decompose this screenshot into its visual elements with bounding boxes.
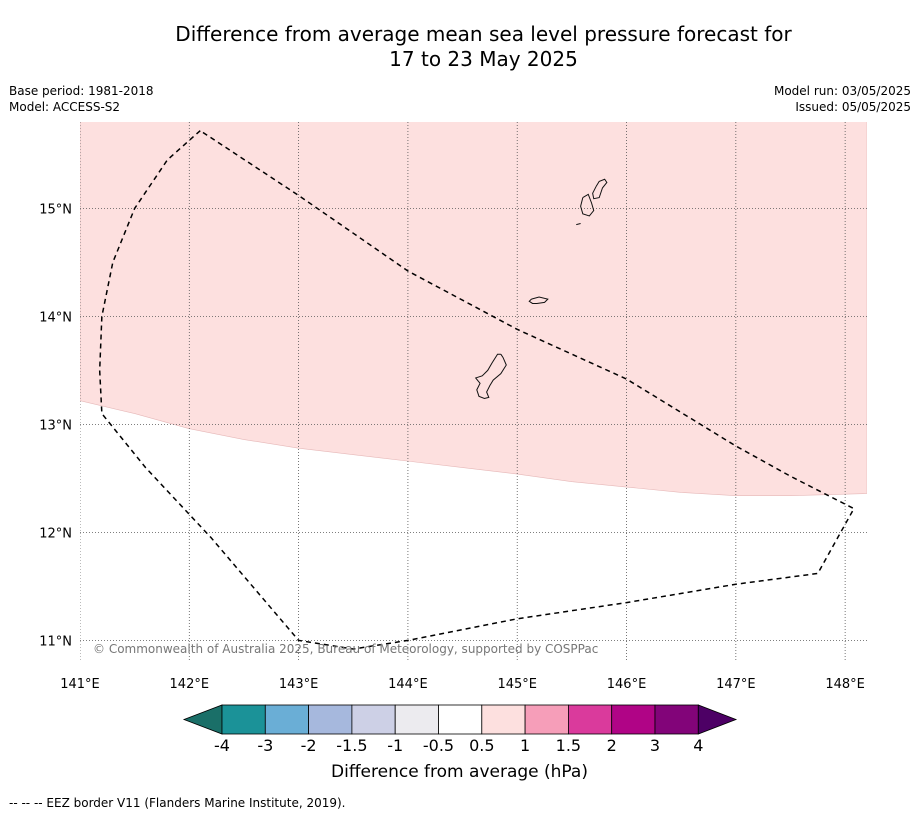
- colorbar-swatch: [654, 704, 699, 735]
- map-axes: 141°E 142°E 143°E 144°E 145°E 146°E 147°E 148°E…: [39, 202, 865, 692]
- island-coastline: [528, 296, 549, 304]
- lat-tick-label: 14°N: [39, 310, 72, 325]
- colorbar-tick: -0.5: [422, 736, 455, 755]
- model-name: Model: ACCESS-S2: [9, 100, 121, 114]
- colorbar-tick: -1.5: [336, 736, 368, 755]
- colorbar-tick: 0.5: [469, 736, 495, 755]
- meta-right: Model run: 03/05/2025 Issued: 05/05/2025: [774, 83, 911, 115]
- issued-date: Issued: 05/05/2025: [795, 100, 911, 114]
- colorbar-tick: 2: [606, 736, 617, 755]
- colorbar-tick: -1: [387, 736, 404, 755]
- colorbar-tick: 1.5: [555, 736, 582, 755]
- lat-tick-label: 13°N: [39, 418, 72, 433]
- colorbar-label: Difference from average (hPa): [331, 762, 588, 782]
- colorbar-tick: -2: [300, 736, 317, 755]
- colorbar-swatch: [394, 704, 439, 735]
- map-area: © Commonwealth of Australia 2025, Bureau…: [80, 122, 867, 662]
- island-coastline: [580, 193, 595, 217]
- eez-footnote: -- -- -- EEZ border V11 (Flanders Marine…: [9, 796, 346, 810]
- colorbar-swatch: [438, 704, 483, 735]
- colorbar: [182, 704, 738, 735]
- colorbar-tick: -4: [214, 736, 230, 755]
- colorbar-swatch: [568, 704, 613, 735]
- title-line-1: Difference from average mean sea level p…: [175, 22, 792, 46]
- colorbar-tick: 1: [520, 736, 531, 755]
- lat-tick-label: 11°N: [39, 634, 72, 649]
- anomaly-region: [80, 122, 867, 496]
- meta-left: Base period: 1981-2018 Model: ACCESS-S2: [9, 83, 154, 115]
- colorbar-tick: 4: [693, 736, 704, 755]
- lon-tick-label: 147°E: [716, 677, 756, 692]
- base-period: Base period: 1981-2018: [9, 84, 154, 98]
- copyright-text: © Commonwealth of Australia 2025, Bureau…: [93, 642, 598, 656]
- colorbar-swatch: [481, 704, 526, 735]
- title-line-2: 17 to 23 May 2025: [389, 47, 578, 71]
- colorbar-tick: 3: [649, 736, 661, 755]
- eez-border: [98, 130, 855, 650]
- island-coastline: [474, 353, 507, 400]
- colorbar-swatch: [308, 704, 353, 735]
- colorbar-swatch: [351, 704, 396, 735]
- lat-tick-label: 15°N: [39, 202, 72, 217]
- colorbar-swatch: [611, 704, 656, 735]
- lon-tick-label: 142°E: [170, 677, 210, 692]
- lon-tick-label: 143°E: [279, 677, 319, 692]
- island-coastline: [576, 223, 581, 226]
- colorbar-swatch: [221, 704, 266, 735]
- chart-title: Difference from average mean sea level p…: [24, 22, 919, 72]
- model-run: Model run: 03/05/2025: [773, 84, 911, 98]
- lat-tick-label: 12°N: [39, 526, 72, 541]
- colorbar-extend-low: [182, 704, 223, 735]
- colorbar-swatch: [264, 704, 309, 735]
- lon-tick-label: 141°E: [60, 677, 100, 692]
- lon-tick-label: 148°E: [825, 677, 865, 692]
- lon-tick-label: 144°E: [388, 677, 428, 692]
- colorbar-tick: -3: [257, 736, 274, 755]
- colorbar-extend-high: [697, 704, 738, 735]
- lon-tick-label: 145°E: [497, 677, 537, 692]
- colorbar-swatch: [524, 704, 569, 735]
- lon-tick-label: 146°E: [607, 677, 647, 692]
- island-coastline: [592, 178, 608, 200]
